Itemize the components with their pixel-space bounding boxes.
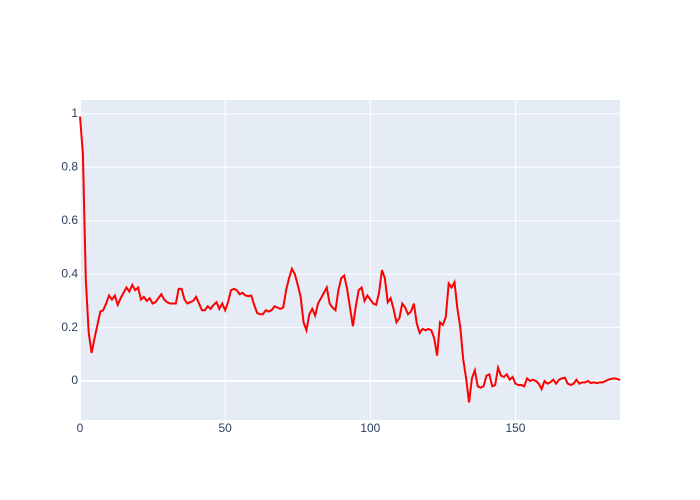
y-tick-label: 0.4 — [61, 266, 78, 280]
y-tick-label: 0.6 — [61, 213, 78, 227]
y-tick-label: 0.2 — [61, 320, 78, 334]
x-tick-label: 0 — [77, 421, 84, 435]
line — [79, 116, 621, 403]
plot-area — [80, 100, 620, 420]
x-tick-label: 150 — [505, 421, 525, 435]
y-tick-label: 1 — [71, 106, 78, 120]
x-tick-label: 100 — [360, 421, 380, 435]
y-tick-label: 0 — [71, 373, 78, 387]
y-tick-label: 0.8 — [61, 159, 78, 173]
x-tick-label: 50 — [218, 421, 232, 435]
